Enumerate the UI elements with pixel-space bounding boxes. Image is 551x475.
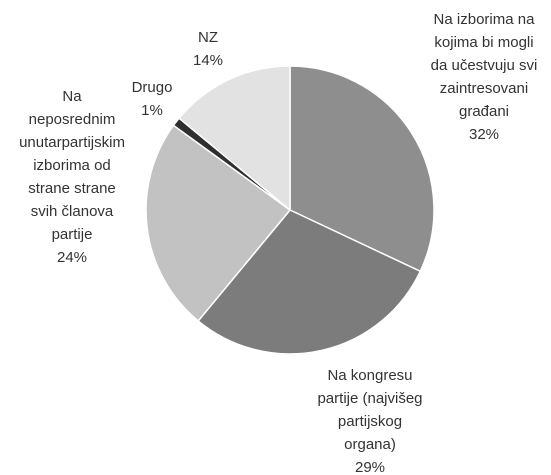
slice-label: Na kongresu partije (najvišeg partijskog… [317,364,422,475]
slice-label: Na neposrednim unutarpartijskim izborima… [19,85,125,269]
pie-slice [145,124,292,323]
pie-slice [177,65,291,212]
value-label: 32% [468,126,500,143]
category-name: NZ [198,29,218,46]
slice-label: Na izborima na kojima bi mogli da učestv… [431,8,538,146]
category-name: Na izborima na kojima bi mogli da učestv… [430,11,538,120]
slice-label: NZ 14% [193,26,223,72]
value-label: 24% [56,249,88,266]
category-name: Na neposrednim unutarpartijskim izborima… [19,88,125,243]
pie-slice [197,209,422,355]
category-name: Drugo [131,79,173,96]
value-label: 14% [192,52,224,69]
slice-label: Drugo 1% [132,76,173,122]
value-label: 1% [141,102,163,119]
value-label: 29% [354,459,386,475]
category-name: Na kongresu partije (najvišeg partijskog… [317,367,423,453]
pie-slice [289,65,435,273]
